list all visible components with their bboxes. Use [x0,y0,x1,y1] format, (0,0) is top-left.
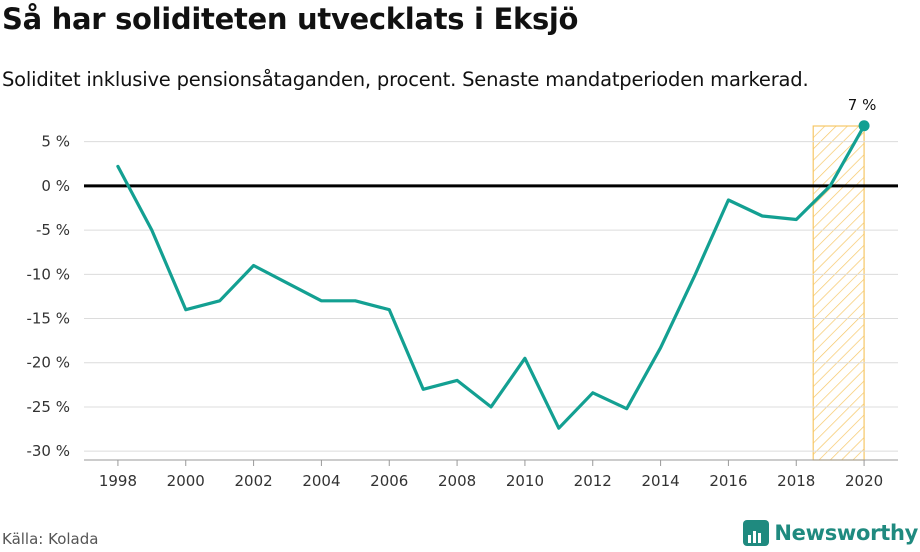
x-tick-label: 2006 [370,472,408,490]
y-tick-label: 0 % [41,177,70,195]
chart-title: Så har soliditeten utvecklats i Eksjö [2,2,579,36]
x-tick-label: 2018 [777,472,815,490]
y-tick-label: -10 % [26,265,70,283]
end-value-label: 7 % [848,96,877,114]
y-tick-label: -30 % [26,442,70,460]
y-tick-label: -20 % [26,354,70,372]
x-tick-label: 2020 [845,472,883,490]
x-tick-label: 2000 [167,472,205,490]
x-tick-label: 2016 [709,472,747,490]
x-tick-label: 2010 [506,472,544,490]
y-tick-label: -5 % [36,221,70,239]
x-tick-label: 1998 [99,472,137,490]
brand-name: Newsworthy [774,521,918,545]
highlight-period [812,125,865,461]
x-tick-label: 2014 [641,472,679,490]
end-point-marker [858,120,870,132]
series-line [116,124,866,430]
x-tick-label: 2004 [302,472,340,490]
y-tick-label: -15 % [26,310,70,328]
x-tick-label: 2012 [574,472,612,490]
source-note: Källa: Kolada [2,530,99,548]
brand-logo: Newsworthy [743,520,918,546]
x-tick-label: 2002 [234,472,272,490]
y-tick-label: -25 % [26,398,70,416]
y-tick-label: 5 % [41,133,70,151]
chart-logo-icon [743,520,770,546]
chart-subtitle: Soliditet inklusive pensionsåtaganden, p… [2,68,809,91]
x-tick-label: 2008 [438,472,476,490]
